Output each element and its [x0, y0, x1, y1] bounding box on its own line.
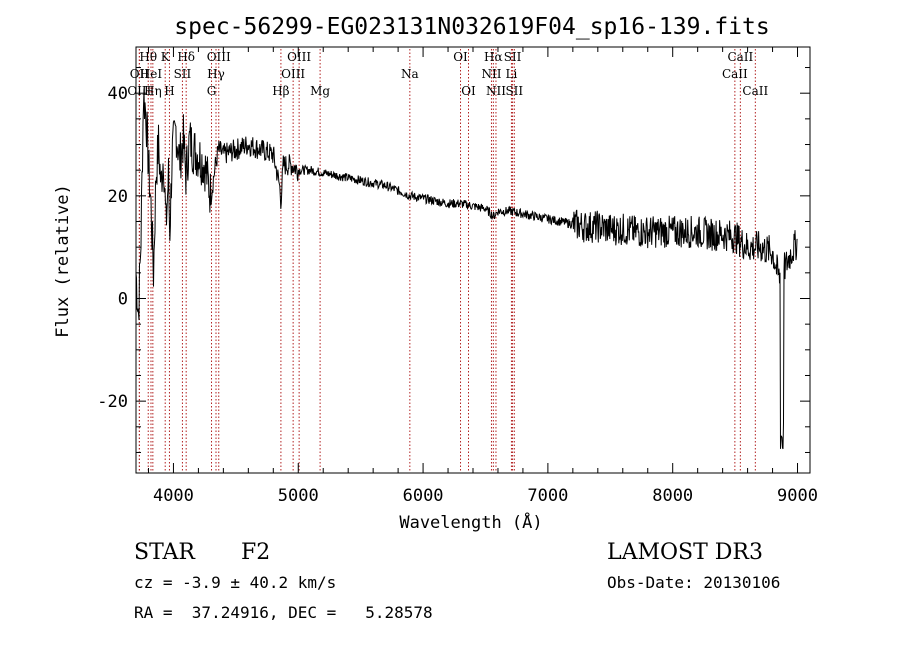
spectral-line-label: HeI [140, 67, 163, 81]
object-class: STAR [134, 540, 195, 565]
plot-frame [135, 46, 811, 474]
spectral-line-label: SII [504, 50, 522, 64]
x-axis-label: Wavelength (Å) [399, 511, 542, 533]
spectral-line-label: CaII [742, 84, 768, 98]
x-tick-label: 5000 [278, 486, 319, 506]
spectral-line-label: Hη [144, 84, 162, 98]
spectral-lines-layer [138, 49, 756, 473]
spectral-line-label: Mg [310, 84, 330, 98]
spectral-line-label: Hβ [272, 84, 289, 98]
y-axis-label: Flux (relative) [53, 184, 73, 338]
x-tick-label: 6000 [403, 486, 444, 506]
y-tick-label: -20 [97, 392, 128, 412]
spectral-line-label: OI [453, 50, 468, 64]
y-axis: -20 0 20 40 [97, 67, 810, 453]
y-tick-label: 20 [108, 187, 128, 207]
spectral-line-label: OIII [281, 67, 305, 81]
spectral-line-label: Hα [484, 50, 503, 64]
object-subclass: F2 [241, 540, 271, 565]
spectral-line-label: OI [461, 84, 476, 98]
spectral-line-label: OIII [127, 84, 151, 98]
spectral-line-label: Na [401, 67, 419, 81]
spectral-line-label: Hθ [139, 50, 157, 64]
y-tick-label: 0 [118, 289, 128, 309]
x-tick-label: 9000 [777, 486, 818, 506]
redshift-value: cz = -3.9 ± 40.2 km/s [134, 573, 337, 592]
spectral-line-label: Hγ [207, 67, 225, 81]
spectral-line-label: K [161, 50, 171, 64]
spectral-line-label: CaII [727, 50, 753, 64]
spectral-line-label: NII [481, 67, 501, 81]
spectral-line-label: H [164, 84, 174, 98]
x-tick-label: 7000 [527, 486, 568, 506]
spectral-line-label: SII [174, 67, 192, 81]
obs-date: Obs-Date: 20130106 [607, 573, 781, 592]
spectral-line-label: G [207, 84, 217, 98]
spectral-line-label: Li [506, 67, 518, 81]
chart-title: spec-56299-EG023131N032619F04_sp16-139.f… [174, 14, 769, 40]
spectral-line-label: OIII [287, 50, 311, 64]
y-tick-label: 40 [108, 84, 128, 104]
spectrum-line [135, 88, 798, 450]
x-tick-label: 4000 [153, 486, 194, 506]
spectral-line-label: OII [130, 67, 150, 81]
x-axis: 4000 5000 6000 7000 8000 9000 [147, 47, 818, 506]
spectral-line-label: NII [486, 84, 506, 98]
x-tick-label: 8000 [652, 486, 693, 506]
spectral-line-label: OIII [207, 50, 231, 64]
spectral-line-label: Hδ [177, 50, 195, 64]
spectral-line-label: CaII [722, 67, 748, 81]
survey-name: LAMOST DR3 [607, 540, 763, 565]
spectral-line-label: SII [505, 84, 523, 98]
coordinates: RA = 37.24916, DEC = 5.28578 [134, 603, 433, 622]
